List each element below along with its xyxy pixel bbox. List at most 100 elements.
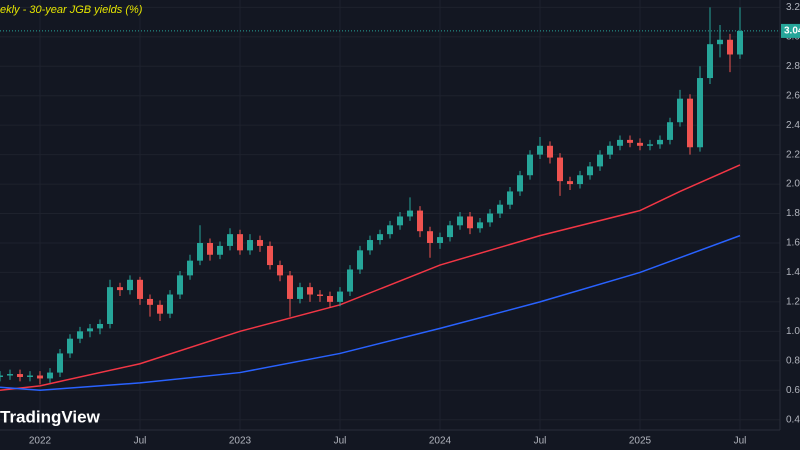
candle-body: [547, 145, 553, 158]
x-tick-label: 2024: [429, 436, 452, 447]
candle-body: [7, 374, 13, 376]
candle-body: [517, 175, 523, 192]
candle-body: [307, 287, 313, 295]
y-tick-label: 2.4: [786, 120, 800, 131]
candle-body: [677, 98, 683, 123]
candle-body: [147, 298, 153, 305]
candle-body: [227, 234, 233, 246]
candle-body: [357, 250, 363, 270]
candle-body: [447, 225, 453, 238]
candle-body: [57, 353, 63, 373]
moving-average-line: [0, 164, 741, 391]
candle-body: [687, 98, 693, 148]
x-tick-label: Jul: [534, 436, 547, 447]
candle-body: [267, 245, 273, 266]
y-tick-label: 0.8: [786, 355, 800, 366]
candle-body: [367, 240, 373, 251]
candle-body: [87, 328, 93, 332]
candle-body: [567, 181, 573, 185]
candle-body: [177, 275, 183, 295]
candle-body: [237, 234, 243, 251]
candle-body: [327, 295, 333, 302]
candle-body: [427, 231, 433, 243]
y-tick-label: 2.8: [786, 61, 800, 72]
candle-body: [337, 291, 343, 302]
candle-body: [67, 338, 73, 354]
x-tick-label: Jul: [734, 436, 747, 447]
candle-body: [527, 154, 533, 176]
grid: [0, 0, 780, 430]
candle-body: [167, 294, 173, 314]
candle-body: [297, 287, 303, 299]
candle-body: [187, 260, 193, 276]
y-tick-label: 1.0: [786, 326, 800, 337]
candle-body: [257, 240, 263, 246]
candle-body: [277, 265, 283, 276]
moving-average-line: [0, 234, 741, 391]
candle-body: [587, 166, 593, 176]
y-tick-label: 1.4: [786, 267, 800, 278]
y-tick-label: 0.6: [786, 385, 800, 396]
candle-body: [727, 39, 733, 55]
y-tick-label: 3.2: [786, 2, 800, 13]
candle-body: [317, 294, 323, 296]
candle-body: [467, 216, 473, 229]
candle-body: [417, 210, 423, 232]
candle-body: [577, 175, 583, 185]
candle-body: [97, 323, 103, 329]
candle-body: [457, 216, 463, 226]
candle-body: [27, 375, 33, 377]
candle-body: [247, 240, 253, 251]
x-tick-label: 2022: [29, 436, 52, 447]
candle-body: [17, 374, 23, 377]
candle-body: [217, 245, 223, 255]
price-label-box: [781, 23, 800, 38]
y-tick-label: 1.2: [786, 297, 800, 308]
candle-body: [0, 375, 3, 377]
candle-body: [117, 287, 123, 291]
candle-body: [707, 44, 713, 79]
candle-body: [407, 210, 413, 217]
x-tick-label: Jul: [134, 436, 147, 447]
candle-body: [437, 237, 443, 243]
y-tick-label: 2.2: [786, 149, 800, 160]
candle-body: [497, 204, 503, 214]
y-tick-label: 2.0: [786, 179, 800, 190]
candle-body: [387, 225, 393, 235]
price-label: 3.04: [784, 26, 800, 37]
candle-body: [377, 234, 383, 241]
y-tick-label: 0.4: [786, 414, 800, 425]
candle-body: [607, 145, 613, 155]
candle-body: [477, 222, 483, 229]
x-tick-label: 2023: [229, 436, 252, 447]
candle-body: [157, 304, 163, 314]
y-tick-label: 1.8: [786, 208, 800, 219]
candle-body: [647, 144, 653, 146]
y-tick-label: 2.6: [786, 90, 800, 101]
candle-body: [107, 287, 113, 324]
candle-body: [347, 269, 353, 292]
candle-body: [657, 139, 663, 145]
candle-body: [507, 191, 513, 205]
candle-body: [617, 139, 623, 146]
candle-body: [287, 275, 293, 299]
candle-body: [137, 279, 143, 299]
candle-body: [77, 331, 83, 339]
x-tick-label: Jul: [334, 436, 347, 447]
candle-body: [717, 39, 723, 45]
y-tick-label: 1.6: [786, 238, 800, 249]
candle-body: [627, 139, 633, 143]
candle-body: [487, 213, 493, 223]
candle-body: [537, 145, 543, 155]
candle-body: [127, 279, 133, 291]
candle-body: [47, 372, 53, 379]
candle-body: [667, 122, 673, 140]
candle-body: [597, 154, 603, 167]
candle-body: [37, 375, 43, 379]
candle-body: [197, 242, 203, 261]
watermark: TradingView: [0, 407, 101, 426]
candle-body: [397, 216, 403, 226]
candle-body: [207, 242, 213, 255]
candle-body: [557, 157, 563, 182]
